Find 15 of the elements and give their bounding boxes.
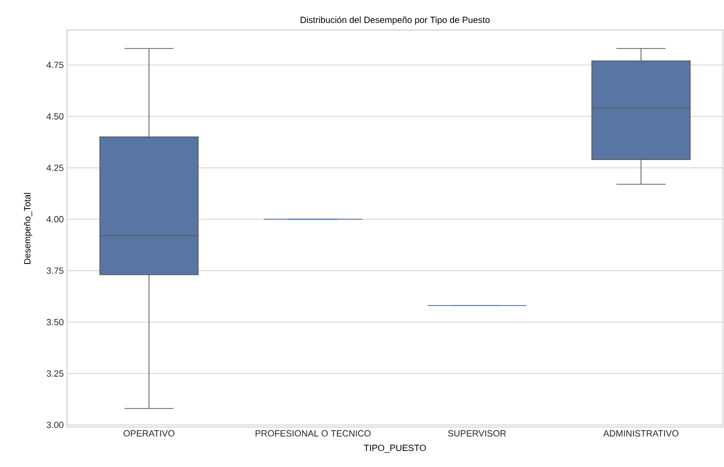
x-tick-label: PROFESIONAL O TECNICO xyxy=(256,430,371,437)
x-axis-title: TIPO_PUESTO xyxy=(364,444,426,453)
chart-title: Distribución del Desempeño por Tipo de Puesto xyxy=(300,16,490,25)
y-tick-label: 4.50 xyxy=(46,113,64,120)
x-tick-label: ADMINISTRATIVO xyxy=(603,430,678,437)
x-tick-label: SUPERVISOR xyxy=(448,430,506,437)
y-tick-label: 3.00 xyxy=(46,422,64,428)
y-tick-label: 3.50 xyxy=(46,318,64,326)
x-tick-label: OPERATIVO xyxy=(124,430,174,437)
y-tick-label: 4.25 xyxy=(46,164,64,171)
y-axis-title: Desempeño_Total xyxy=(24,192,32,264)
y-tick-label: 4.75 xyxy=(46,62,64,68)
y-tick-label: 3.25 xyxy=(46,370,64,377)
y-tick-label: 4.00 xyxy=(46,216,64,222)
y-tick-label: 3.75 xyxy=(46,267,64,274)
